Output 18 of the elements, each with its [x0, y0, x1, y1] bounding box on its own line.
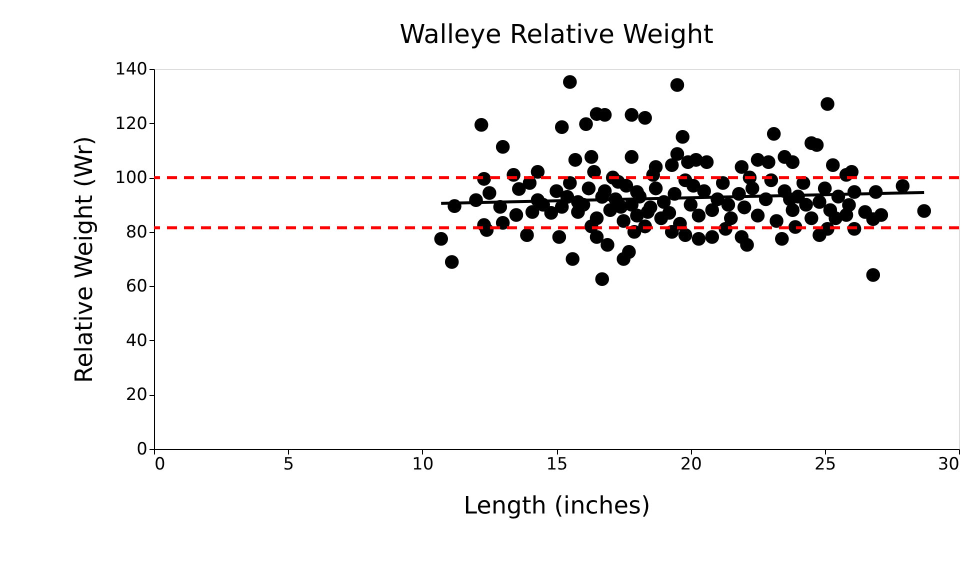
y-tick-label: 20	[126, 385, 148, 406]
y-tick-label: 140	[115, 60, 148, 80]
x-tick-label: 20	[680, 454, 702, 474]
y-tick-label: 0	[136, 440, 148, 460]
x-tick-label: 10	[412, 454, 434, 474]
chart-title: Walleye Relative Weight	[400, 20, 714, 50]
y-axis-title: Relative Weight (Wr)	[70, 136, 98, 383]
x-tick-label: 5	[283, 454, 294, 474]
x-tick-label: 30	[938, 454, 960, 474]
x-tick-label: 15	[546, 454, 568, 474]
x-tick-label: 0	[154, 454, 166, 474]
y-tick-label: 40	[126, 330, 148, 351]
y-tick-label: 120	[115, 114, 148, 134]
y-tick-label: 60	[126, 276, 148, 297]
y-tick-label: 80	[126, 222, 148, 242]
x-axis-title: Length (inches)	[464, 492, 650, 520]
y-tick-label: 100	[115, 168, 148, 188]
x-tick-label: 25	[814, 454, 836, 474]
